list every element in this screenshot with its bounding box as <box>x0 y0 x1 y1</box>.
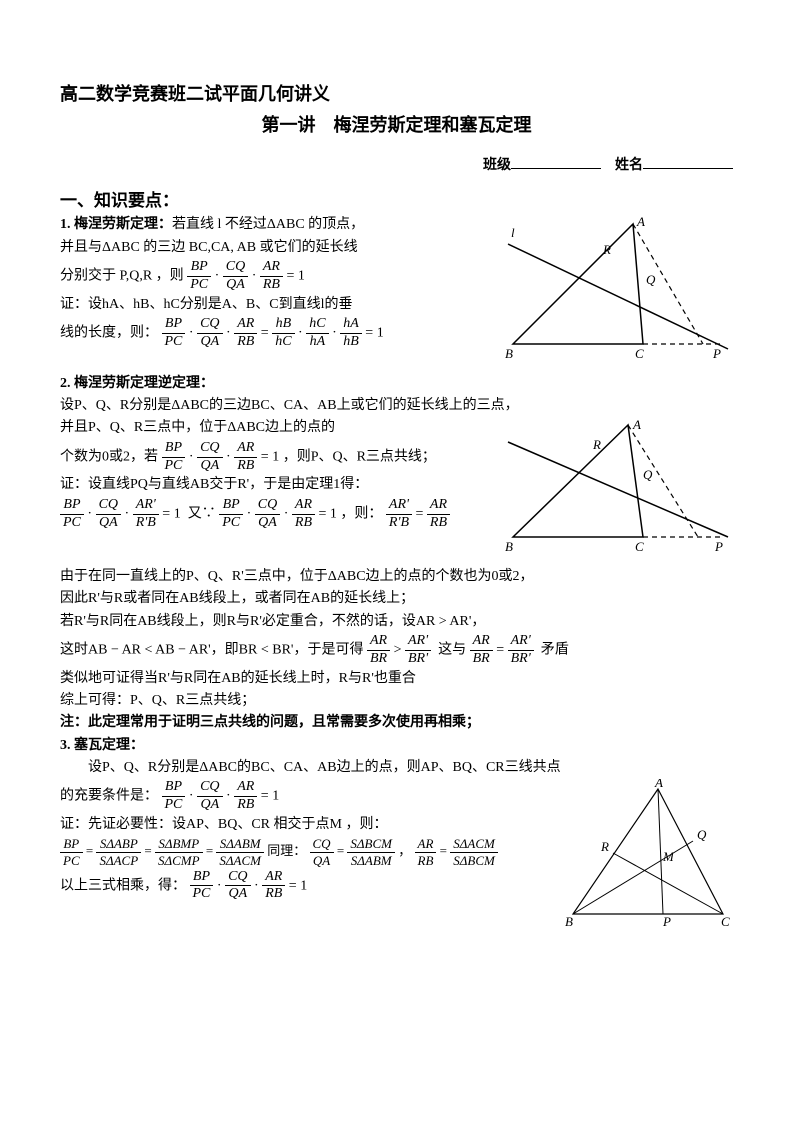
item2-line3: 个数为0或2，若 BPPC · CQQA · ARRB = 1 ，则P、Q、R三… <box>60 440 497 475</box>
svg-text:R: R <box>602 242 611 257</box>
item3-heading: 3. 塞瓦定理： <box>60 735 733 757</box>
item2-line1: 设P、Q、R分别是ΔABC的三边BC、CA、AB上或它们的延长线上的三点， <box>60 395 733 417</box>
item1-heading: 1. 梅涅劳斯定理： <box>60 217 172 232</box>
svg-text:A: A <box>636 214 645 229</box>
class-label: 班级 <box>483 158 511 173</box>
svg-text:P: P <box>662 914 671 929</box>
item3-proof1: 证：先证必要性：设AP、BQ、CR 相交于点M ，则： <box>60 814 557 836</box>
svg-text:B: B <box>505 539 513 554</box>
item2-line2: 并且P、Q、R三点中，位于ΔABC边上的点的 <box>60 417 497 439</box>
item1-proof1: 证：设hA、hB、hC分别是A、B、C到直线l的垂 <box>60 294 497 316</box>
item2-line9: 类似地可证得当R'与R同在AB的延长线上时，R与R'也重合 <box>60 668 733 690</box>
item2-line10: 综上可得：P、Q、R三点共线； <box>60 690 733 712</box>
title-line1: 高二数学竞赛班二试平面几何讲义 <box>60 80 733 109</box>
svg-text:M: M <box>662 849 675 864</box>
svg-text:Q: Q <box>646 272 656 287</box>
item2-block: 并且P、Q、R三点中，位于ΔABC边上的点的 个数为0或2，若 BPPC · C… <box>60 417 733 565</box>
item3-line4: 以上三式相乘，得： BPPC · CQQA · ARRB = 1 <box>60 869 557 904</box>
page: 高二数学竞赛班二试平面几何讲义 第一讲 梅涅劳斯定理和塞瓦定理 班级 姓名 一、… <box>0 0 793 1122</box>
item3-block: 的充要条件是： BPPC · CQQA · ARRB = 1 证：先证必要性：设… <box>60 779 733 937</box>
item1-eq1-line: 分别交于 P,Q,R ，则 BPPC · CQQA · ARRB = 1 <box>60 259 497 294</box>
svg-text:C: C <box>635 346 644 361</box>
item1-text1: 若直线 l 不经过ΔABC 的顶点， <box>172 217 364 232</box>
item1-eq2-line: 线的长度，则： BPPC · CQQA · ARRB = hBhC · hChA… <box>60 316 497 351</box>
svg-text:l: l <box>511 225 515 240</box>
item2-eq4-line: BPPC · CQQA · AR'R'B = 1 又∵ BPPC · CQQA … <box>60 497 497 532</box>
item3-line2: 的充要条件是： BPPC · CQQA · ARRB = 1 <box>60 779 557 814</box>
section-heading: 一、知识要点： <box>60 187 733 214</box>
figure-2: A B C P Q R <box>503 417 733 565</box>
item1-text2: 并且与ΔABC 的三边 BC,CA, AB 或它们的延长线 <box>60 237 497 259</box>
svg-text:R: R <box>600 839 609 854</box>
item2-line7: 若R'与R同在AB线段上，则R与R'必定重合，不然的话，设AR > AR'， <box>60 611 733 633</box>
svg-text:P: P <box>714 539 723 554</box>
svg-text:C: C <box>635 539 644 554</box>
title-line2: 第一讲 梅涅劳斯定理和塞瓦定理 <box>60 111 733 140</box>
name-field[interactable] <box>643 154 733 169</box>
item1-text3: 分别交于 P,Q,R ，则 <box>60 268 187 283</box>
figure-1: l A B C P Q R <box>503 214 733 372</box>
item3-line1: 设P、Q、R分别是ΔABC的BC、CA、AB边上的点，则AP、BQ、CR三线共点 <box>60 757 733 779</box>
item2-line6: 因此R'与R或者同在AB线段上，或者同在AB的延长线上； <box>60 588 733 610</box>
item3-eq7-line: BPPC = SΔABPSΔACP = SΔBMPSΔCMP = SΔABMSΔ… <box>60 836 557 868</box>
svg-text:R: R <box>592 437 601 452</box>
svg-text:C: C <box>721 914 730 929</box>
svg-text:A: A <box>632 417 641 432</box>
svg-text:A: A <box>654 779 663 790</box>
header-fields: 班级 姓名 <box>60 154 733 177</box>
item2-line8: 这时AB − AR < AB − AR'，即BR < BR'，于是可得 ARBR… <box>60 633 733 668</box>
item2-heading: 2. 梅涅劳斯定理逆定理： <box>60 373 733 395</box>
item2-note: 注：此定理常用于证明三点共线的问题，且常需要多次使用再相乘； <box>60 712 733 734</box>
item1-proof2: 线的长度，则： <box>60 325 158 340</box>
svg-text:Q: Q <box>643 467 653 482</box>
item1-block: 1. 梅涅劳斯定理：若直线 l 不经过ΔABC 的顶点， 并且与ΔABC 的三边… <box>60 214 733 372</box>
svg-text:B: B <box>505 346 513 361</box>
class-field[interactable] <box>511 154 601 169</box>
name-label: 姓名 <box>615 158 643 173</box>
svg-text:P: P <box>712 346 721 361</box>
svg-text:Q: Q <box>697 827 707 842</box>
figure-3: A B C P Q R M <box>563 779 733 937</box>
item2-proof-a: 证：设直线PQ与直线AB交于R'，于是由定理1得： <box>60 474 497 496</box>
svg-text:B: B <box>565 914 573 929</box>
item2-line5: 由于在同一直线上的P、Q、R'三点中，位于ΔABC边上的点的个数也为0或2， <box>60 566 733 588</box>
